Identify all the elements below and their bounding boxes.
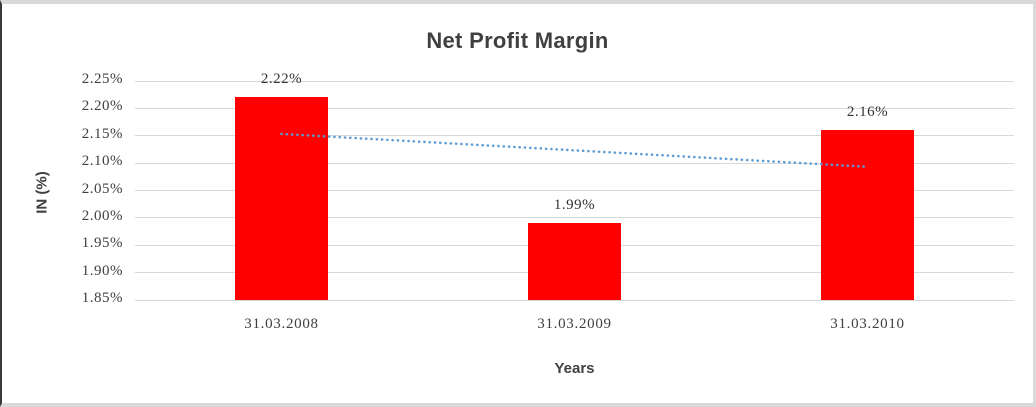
y-axis-title: IN (%) xyxy=(33,171,51,214)
bar-data-label: 2.16% xyxy=(846,104,889,121)
bar xyxy=(821,130,914,300)
bar xyxy=(235,97,328,300)
chart-title: Net Profit Margin xyxy=(426,28,609,53)
gridline xyxy=(135,217,1014,219)
x-axis-title: Years xyxy=(554,360,595,377)
bar-data-label: 2.22% xyxy=(260,71,303,88)
y-tick-label: 1.95% xyxy=(81,235,123,252)
x-category-label: 31.03.2008 xyxy=(244,316,319,332)
y-tick-label: 2.00% xyxy=(81,207,123,224)
gridline xyxy=(135,190,1014,191)
gridline xyxy=(135,299,1014,301)
x-category-label: 31.03.2010 xyxy=(830,316,905,332)
y-tick-label: 2.20% xyxy=(81,98,123,115)
y-tick-label: 2.10% xyxy=(81,153,123,170)
bar xyxy=(528,223,621,300)
y-tick-label: 1.90% xyxy=(81,262,123,279)
x-category-label: 31.03.2009 xyxy=(537,316,612,332)
bar-data-label: 1.99% xyxy=(553,197,596,214)
gridline xyxy=(135,80,1014,82)
gridline xyxy=(135,107,1014,109)
y-tick-label: 2.25% xyxy=(81,71,123,87)
y-tick-label: 2.15% xyxy=(81,125,123,142)
y-tick-label: 2.05% xyxy=(81,180,123,197)
y-tick-label: 1.85% xyxy=(81,290,123,306)
